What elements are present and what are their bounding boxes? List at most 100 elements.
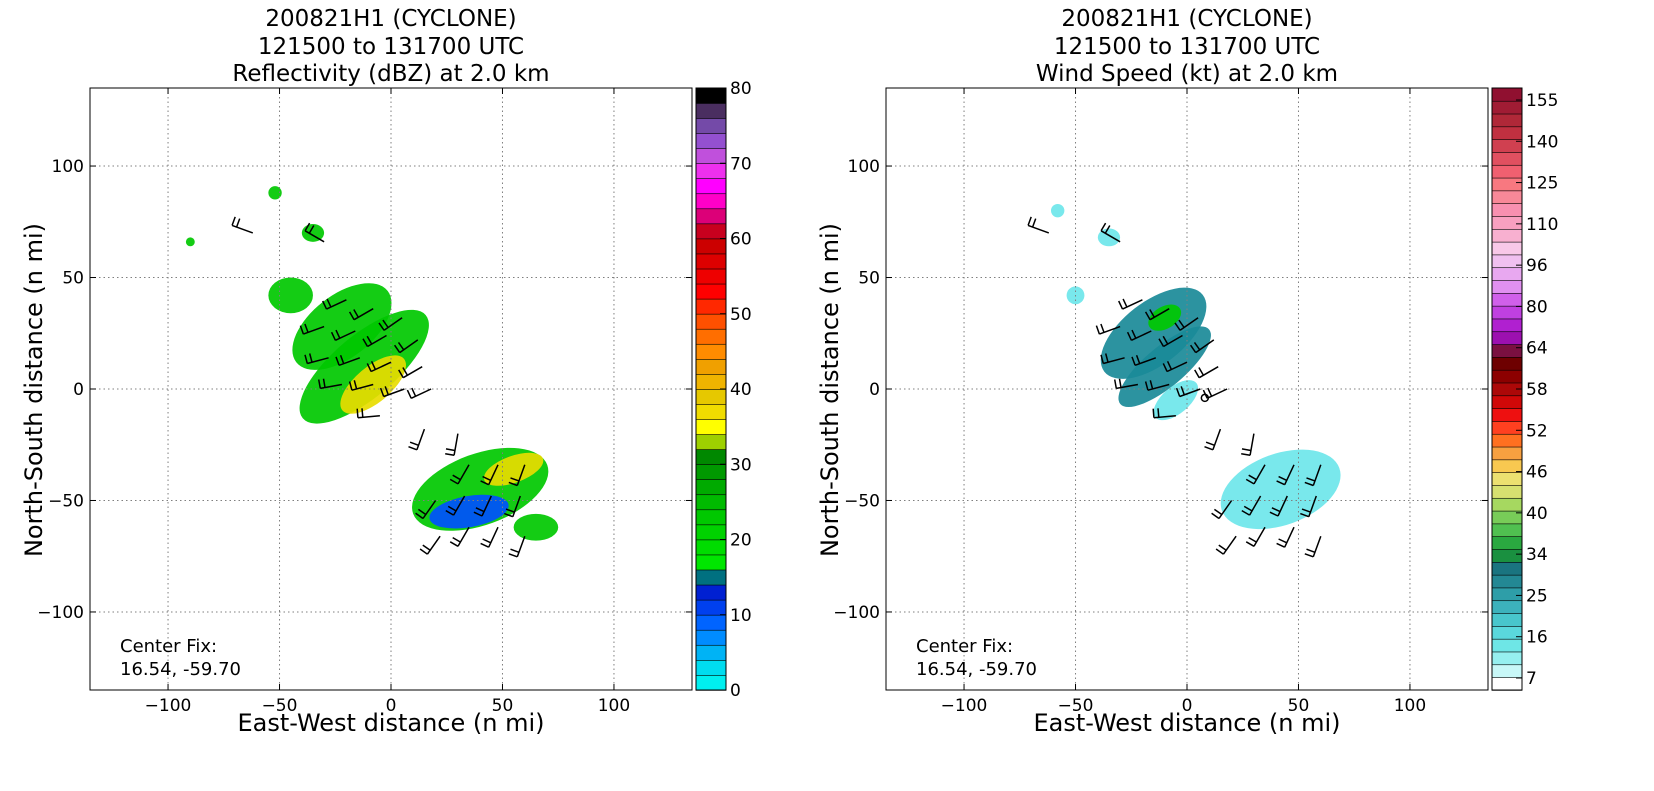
right-colorbar-bin-9 [1491, 561, 1523, 576]
right-xtick-label-3: 50 [1288, 696, 1310, 716]
right-colorbar-label-13: 140 [1526, 132, 1558, 152]
right-colorbar-bin-34 [1491, 241, 1523, 256]
right-colorbar-bin-16 [1491, 471, 1523, 486]
left-echo-6 [513, 513, 559, 541]
right-colorbar-bin-44 [1491, 113, 1523, 128]
left-wind-barb-23 [415, 500, 437, 520]
left-wind-barb-6 [330, 329, 356, 341]
right-colorbar-label-12: 125 [1526, 174, 1558, 194]
left-center-fix: Center Fix: 16.54, -59.70 [120, 636, 241, 681]
right-wind-barb-14 [1144, 380, 1170, 391]
left-colorbar-bin-0 [695, 674, 727, 691]
right-field [1050, 203, 1341, 530]
left-xtick-label-4: 100 [598, 696, 630, 716]
left-colorbar-bin-37 [695, 117, 727, 134]
left-wind-barb-30 [508, 535, 526, 558]
left-barbs [231, 216, 526, 558]
right-colorbar-label-7: 58 [1526, 380, 1548, 400]
left-colorbar-label-1: 10 [730, 606, 752, 626]
right-colorbar-bin-7 [1491, 587, 1523, 602]
left-colorbar-bin-24 [695, 313, 727, 330]
right-colorbar-bin-40 [1491, 164, 1523, 179]
left-wind-barb-5 [299, 323, 325, 335]
left-colorbar-bin-17 [695, 418, 727, 435]
left-colorbar-bin-6 [695, 584, 727, 601]
right-wind-barb-7 [1158, 334, 1183, 348]
right-colorbar-bin-26 [1491, 343, 1523, 358]
left-colorbar-bin-12 [695, 494, 727, 511]
right-colorbar-bin-18 [1491, 446, 1523, 461]
right-wind-barb-18 [1204, 428, 1222, 451]
right-colorbar-bin-17 [1491, 459, 1523, 473]
right-colorbar-label-6: 52 [1526, 421, 1548, 441]
right-colorbar-bin-30 [1491, 292, 1523, 307]
right-echo-7 [1050, 203, 1065, 218]
left-colorbar-bin-38 [695, 102, 727, 119]
right-colorbar-bin-15 [1491, 484, 1523, 499]
right-colorbar-bin-21 [1491, 407, 1523, 422]
left-wind-barb-27 [419, 535, 441, 555]
left-colorbar-bin-31 [695, 208, 727, 225]
right-colorbar-bin-22 [1491, 395, 1523, 409]
right-colorbar-bin-14 [1491, 497, 1523, 512]
left-colorbar-bin-34 [695, 162, 727, 179]
right-wind-barb-30 [1304, 535, 1322, 558]
right-colorbar-bin-27 [1491, 331, 1523, 345]
right-ytick-label-4: 100 [848, 157, 880, 177]
left-center-fix-value: 16.54, -59.70 [120, 658, 241, 680]
left-colorbar-bin-26 [695, 283, 727, 300]
left-colorbar-bin-11 [695, 509, 727, 526]
right-wind-barb-10 [1131, 354, 1157, 367]
left-wind-barb-7 [362, 334, 387, 348]
right-title-line3: Wind Speed (kt) at 2.0 km [1035, 61, 1339, 87]
left-xtick-label-1: −50 [262, 696, 298, 716]
right-echo-2 [1148, 304, 1182, 331]
right-wind-barb-15 [1175, 386, 1201, 398]
left-echo-10 [185, 237, 195, 247]
left-echo-9 [268, 186, 282, 200]
left-wind-barb-16 [406, 387, 432, 399]
left-ytick-label-3: 50 [62, 269, 84, 289]
right-colorbar-bin-41 [1491, 151, 1523, 166]
left-colorbar: 0 10 20 30 40 50 60 70 80 [695, 79, 752, 701]
right-colorbar-label-1: 16 [1526, 628, 1548, 648]
left-wind-barb-4 [378, 317, 403, 331]
right-colorbar-bin-32 [1491, 267, 1523, 281]
right-colorbar-bin-25 [1491, 356, 1523, 371]
right-wind-barb-24 [1241, 495, 1262, 516]
left-echo-8 [301, 224, 325, 242]
left-wind-barb-26 [504, 495, 522, 518]
right-wind-barb-21 [1276, 464, 1295, 486]
left-colorbar-bin-10 [695, 524, 727, 541]
right-wind-barb-1 [1100, 222, 1121, 243]
right-wind-barb-11 [1162, 360, 1188, 373]
left-wind-barb-24 [445, 495, 466, 516]
left-xtick-label-2: 0 [386, 696, 397, 716]
left-colorbar-bin-29 [695, 238, 727, 255]
right-colorbar-bin-5 [1491, 612, 1523, 627]
left-colorbar-bin-14 [695, 463, 727, 480]
left-wind-barb-28 [449, 526, 470, 547]
left-colorbar-bin-23 [695, 328, 727, 345]
right-colorbar-bin-37 [1491, 202, 1523, 217]
left-wind-barb-15 [379, 386, 405, 398]
left-colorbar-bin-20 [695, 373, 727, 390]
right-xtick-label-4: 100 [1394, 696, 1426, 716]
left-colorbar-bin-1 [695, 659, 727, 676]
left-echo-0 [292, 283, 392, 370]
right-colorbar-bin-11 [1491, 535, 1523, 550]
right-plot: −100 −50 0 50 100 −100 −50 0 50 100 [833, 87, 1489, 716]
right-wind-barb-23 [1211, 500, 1233, 520]
left-wind-barb-17 [356, 408, 380, 419]
left-colorbar-bin-21 [695, 358, 727, 375]
right-wind-barb-20 [1245, 464, 1266, 485]
left-colorbar-bin-19 [695, 388, 727, 405]
left-plot: −100 −50 0 50 100 −100 −50 0 50 100 [37, 87, 693, 716]
right-wind-barb-4 [1174, 317, 1199, 331]
right-wind-barb-5 [1095, 323, 1121, 335]
right-wind-barb-0 [1027, 216, 1050, 234]
right-ytick-label-2: 0 [869, 380, 880, 400]
left-colorbar-bin-9 [695, 539, 727, 556]
right-wind-barb-28 [1245, 526, 1266, 547]
